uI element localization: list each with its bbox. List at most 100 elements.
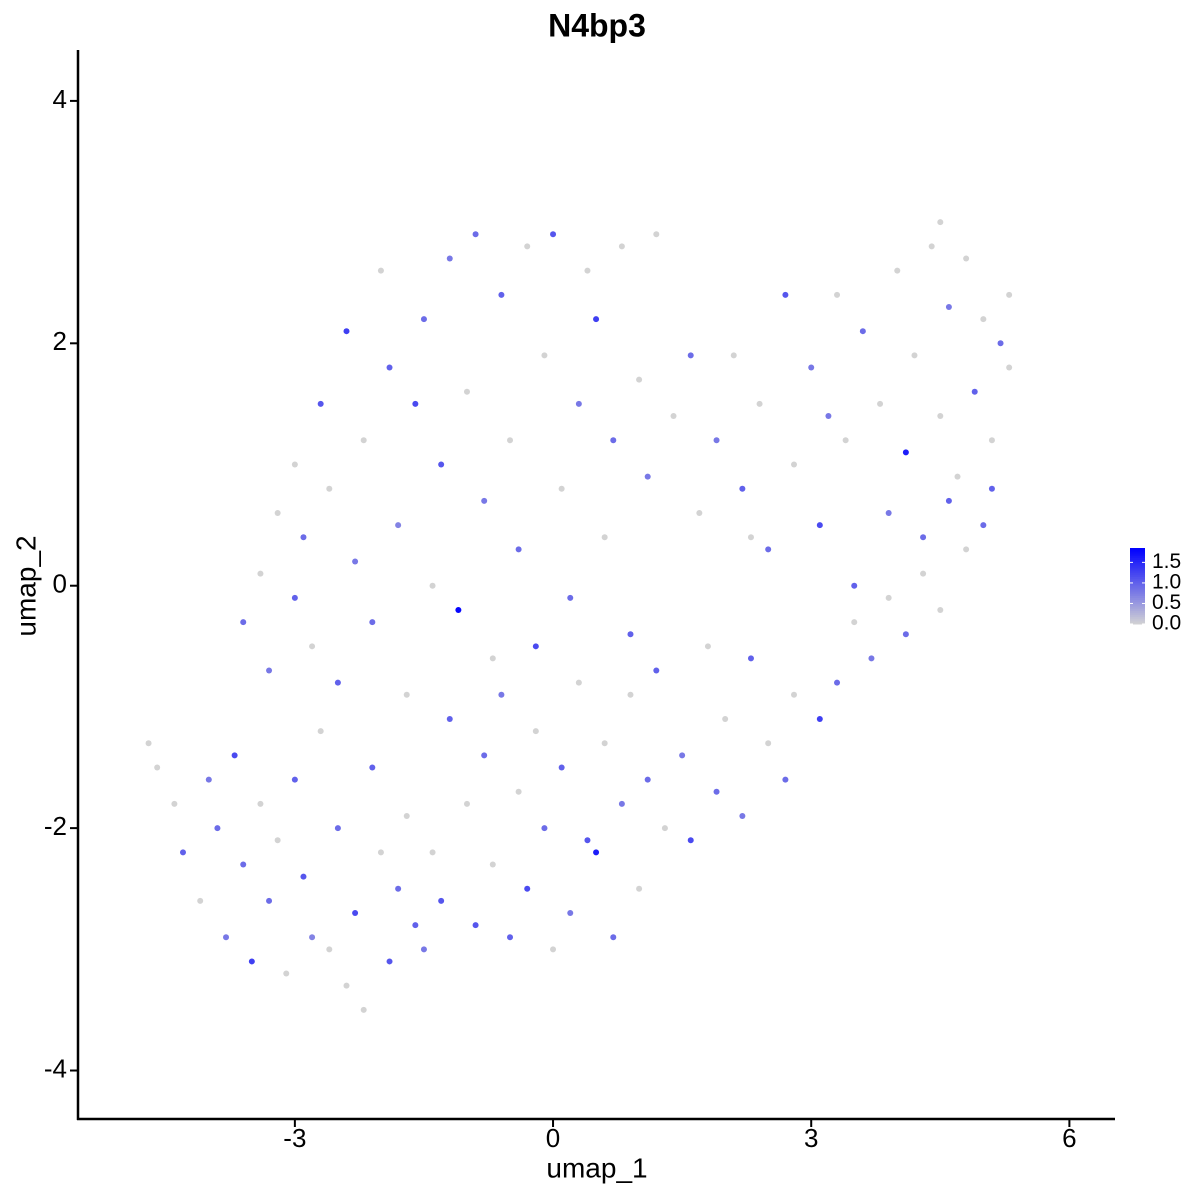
cell-point — [601, 534, 608, 541]
cell-point — [309, 643, 316, 650]
cell-point — [765, 546, 772, 553]
cell-point — [550, 231, 557, 238]
cell-point — [713, 437, 720, 444]
cell-point — [902, 631, 909, 638]
cell-point — [369, 619, 376, 626]
cell-point — [197, 897, 204, 904]
cell-point — [713, 788, 720, 795]
cell-point — [636, 376, 643, 383]
cell-point — [171, 800, 178, 807]
cell-point — [524, 243, 531, 250]
cell-point — [317, 728, 324, 735]
cell-point — [248, 958, 255, 965]
cell-point — [291, 461, 298, 468]
colorbar-segment — [1130, 576, 1145, 579]
colorbar-segment — [1130, 555, 1145, 558]
cell-point — [963, 255, 970, 262]
cell-point — [575, 400, 582, 407]
cell-point — [696, 509, 703, 516]
cell-point — [438, 897, 445, 904]
cell-point — [463, 800, 470, 807]
cell-point — [791, 461, 798, 468]
cell-point — [601, 740, 608, 747]
colorbar-segment — [1130, 572, 1145, 576]
colorbar-segment — [1130, 549, 1145, 553]
cell-point — [412, 922, 419, 929]
cell-point — [687, 837, 694, 844]
cell-point — [481, 752, 488, 759]
cell-point — [558, 485, 565, 492]
cell-point — [463, 388, 470, 395]
cell-point — [661, 825, 668, 832]
cell-point — [851, 582, 858, 589]
cell-point — [395, 885, 402, 892]
cell-point — [894, 267, 901, 274]
cell-point — [455, 606, 462, 613]
cell-point — [610, 934, 617, 941]
cell-point — [954, 473, 961, 480]
colorbar-segment — [1130, 568, 1145, 572]
cell-point — [627, 691, 634, 698]
cell-point — [240, 619, 247, 626]
y-tick-label: -2 — [44, 811, 67, 841]
colorbar-segment — [1130, 557, 1145, 560]
cell-point — [429, 582, 436, 589]
colorbar-segment — [1130, 578, 1145, 581]
cell-point — [782, 291, 789, 298]
cell-point — [782, 776, 789, 783]
cell-point — [937, 606, 944, 613]
y-axis-label: umap_2 — [10, 535, 41, 636]
cell-point — [747, 534, 754, 541]
cell-point — [739, 812, 746, 819]
colorbar-segment — [1130, 601, 1145, 604]
y-tick-label: 2 — [53, 326, 67, 356]
colorbar-segment — [1130, 551, 1145, 555]
cell-point — [859, 328, 866, 335]
colorbar-segment — [1130, 603, 1145, 606]
cell-point — [980, 522, 987, 529]
cell-point — [627, 631, 634, 638]
cell-point — [291, 776, 298, 783]
cell-point — [257, 800, 264, 807]
cell-point — [438, 461, 445, 468]
colorbar-segment — [1130, 612, 1145, 615]
cell-point — [231, 752, 238, 759]
cell-point — [334, 825, 341, 832]
cell-point — [747, 655, 754, 662]
cell-point — [489, 861, 496, 868]
colorbar-segment — [1130, 574, 1145, 577]
cell-point — [532, 728, 539, 735]
colorbar-label: 1.5 — [1152, 550, 1181, 573]
cell-point — [756, 400, 763, 407]
cell-point — [223, 934, 230, 941]
cell-point — [920, 570, 927, 577]
cell-point — [610, 437, 617, 444]
cell-point — [343, 982, 350, 989]
cell-point — [825, 413, 832, 420]
y-tick-label: 4 — [53, 84, 67, 114]
cell-point — [920, 534, 927, 541]
cell-point — [902, 449, 909, 456]
colorbar-label: 1.0 — [1152, 570, 1181, 593]
cell-point — [360, 1006, 367, 1013]
cell-point — [532, 643, 539, 650]
cell-point — [653, 667, 660, 674]
cell-point — [722, 716, 729, 723]
cell-point — [472, 231, 479, 238]
cell-point — [334, 679, 341, 686]
colorbar-segment — [1130, 622, 1145, 625]
colorbar-segment — [1130, 614, 1145, 617]
x-tick-label: 0 — [546, 1123, 560, 1153]
cell-point — [515, 788, 522, 795]
cell-point — [636, 885, 643, 892]
cell-point — [593, 849, 600, 856]
cell-point — [274, 837, 281, 844]
cell-point — [997, 340, 1004, 347]
colorbar-segment — [1130, 593, 1145, 596]
cell-point — [145, 740, 152, 747]
cell-point — [679, 752, 686, 759]
cell-point — [575, 679, 582, 686]
x-tick-label: 3 — [804, 1123, 818, 1153]
cell-point — [670, 413, 677, 420]
